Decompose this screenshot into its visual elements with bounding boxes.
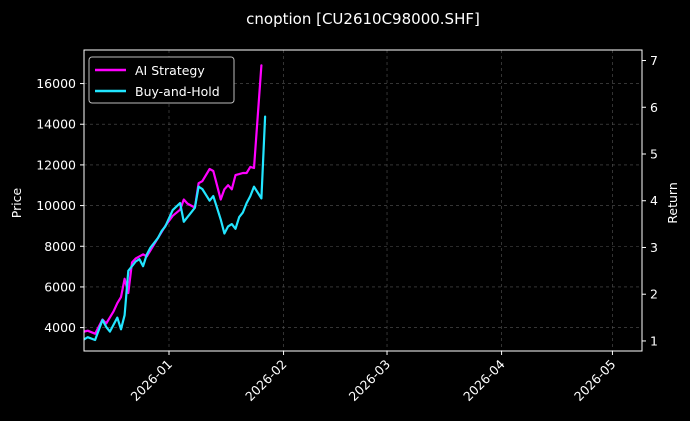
y2-tick-label: 2 xyxy=(650,287,658,302)
y2-tick-label: 4 xyxy=(650,193,658,208)
chart-title: cnoption [CU2610C98000.SHF] xyxy=(246,10,480,28)
y-tick-label: 16000 xyxy=(36,76,76,91)
series-line-ai-strategy xyxy=(84,64,263,335)
y-tick-label: 6000 xyxy=(44,279,76,294)
legend-label-buy-and-hold: Buy-and-Hold xyxy=(135,84,220,99)
y2-axis-label: Return xyxy=(665,182,680,223)
y2-tick-label: 1 xyxy=(650,333,658,348)
y2-tick-label: 7 xyxy=(650,53,658,68)
y-tick-label: 4000 xyxy=(44,320,76,335)
legend: AI Strategy Buy-and-Hold xyxy=(88,56,235,104)
y-tick-label: 10000 xyxy=(36,198,76,213)
legend-label-ai-strategy: AI Strategy xyxy=(135,63,205,78)
y2-tick-label: 3 xyxy=(650,240,658,255)
y2-tick-label: 5 xyxy=(650,146,658,161)
y-tick-label: 14000 xyxy=(36,117,76,132)
y-axis-label: Price xyxy=(9,187,24,218)
series-line-buy-and-hold xyxy=(84,115,267,342)
series-lines xyxy=(84,64,267,342)
y-tick-label: 8000 xyxy=(44,239,76,254)
y-tick-label: 12000 xyxy=(36,157,76,172)
y2-tick-label: 6 xyxy=(650,100,658,115)
